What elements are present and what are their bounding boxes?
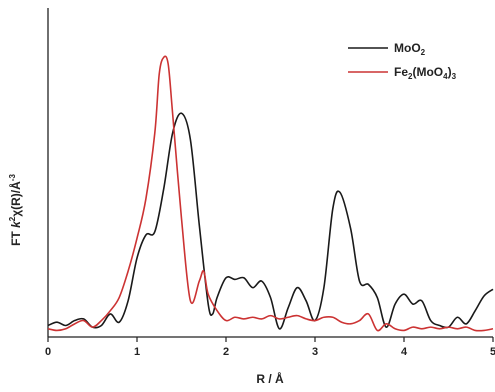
legend-item-moo2: MoO2 [348, 41, 426, 57]
legend-label-moo2: MoO2 [394, 41, 426, 57]
plot-area: 0 1 2 3 4 5 [45, 8, 495, 358]
x-tick-label: 2 [223, 346, 229, 358]
legend-label-fe2moo43: Fe2(MoO4)3 [394, 65, 457, 81]
series-line-fe2moo43 [47, 55, 494, 332]
x-tick-label: 5 [490, 346, 495, 358]
y-axis-label: FT k2χ(R)/Å-3 [8, 174, 23, 246]
x-tick-label: 3 [312, 346, 318, 358]
x-tick-label: 0 [45, 346, 51, 358]
legend: MoO2 Fe2(MoO4)3 [348, 41, 457, 81]
x-tick-label: 1 [134, 346, 140, 358]
x-ticks: 0 1 2 3 4 5 [45, 337, 495, 358]
x-tick-label: 4 [401, 346, 408, 358]
x-axis-label: R / Å [256, 371, 284, 386]
series-layer [47, 55, 494, 332]
legend-item-fe2moo43: Fe2(MoO4)3 [348, 65, 457, 81]
series-line-moo2 [47, 112, 494, 330]
